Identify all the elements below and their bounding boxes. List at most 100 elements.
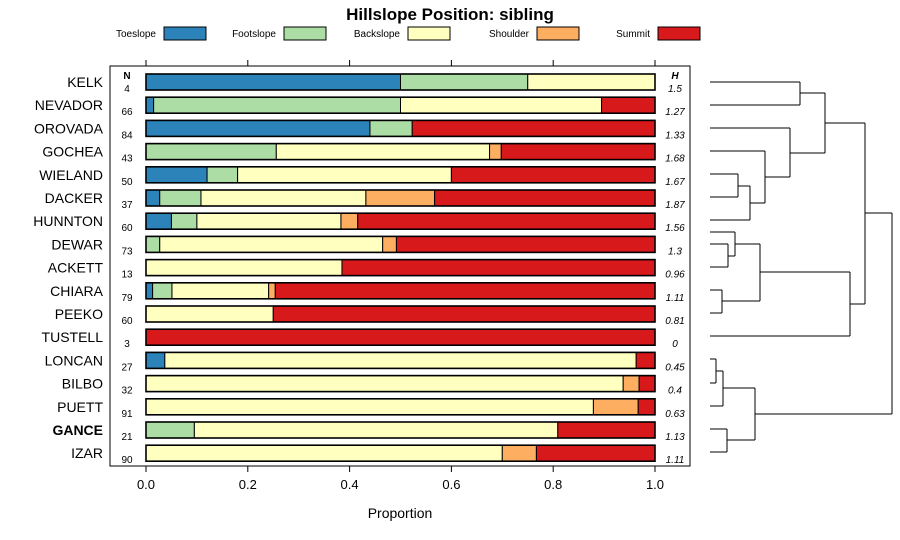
bar-segment-footslope <box>170 212 198 230</box>
x-tick-label: 0.8 <box>544 477 562 492</box>
bar-segment-summit <box>601 96 656 114</box>
bar-segment-summit <box>450 166 656 184</box>
chart-title: Hillslope Position: sibling <box>346 5 554 24</box>
row-h-value: 1.67 <box>665 177 685 188</box>
row-h-value: 1.33 <box>665 130 685 141</box>
row-n-value: 91 <box>121 409 133 420</box>
bar-segment-toeslope <box>145 96 155 114</box>
row-h-value: 1.87 <box>665 200 685 211</box>
bar-segment-toeslope <box>145 166 208 184</box>
bar-segment-shoulder <box>365 189 436 207</box>
dendrogram <box>710 81 893 453</box>
x-axis: 0.0 0.2 0.4 0.6 0.8 1.0 <box>137 60 664 492</box>
bar-segment-summit <box>411 119 656 137</box>
row-label: GANCE <box>52 422 103 438</box>
row-h-value: 0.63 <box>665 409 685 420</box>
row-n-value: 37 <box>121 200 133 211</box>
row-label: WIELAND <box>39 167 103 183</box>
bar-outline <box>145 281 656 300</box>
bar-segment-summit <box>638 375 656 393</box>
row-label: DEWAR <box>51 236 103 252</box>
row-n-value: 3 <box>124 339 130 350</box>
legend-label-shoulder: Shoulder <box>489 29 530 40</box>
bar-segment-footslope <box>152 282 173 300</box>
bar-segment-footslope <box>369 119 413 137</box>
bar-segment-toeslope <box>145 282 154 300</box>
bar-segment-footslope <box>145 235 161 253</box>
row-label: OROVADA <box>34 120 104 136</box>
bar-outline <box>145 73 656 91</box>
bar-segment-toeslope <box>145 351 166 369</box>
bar-segment-summit <box>341 259 656 277</box>
bar-segment-shoulder <box>501 444 537 462</box>
legend-label-summit: Summit <box>616 29 650 40</box>
x-tick-label: 0.6 <box>442 477 460 492</box>
bar-segment-footslope <box>400 73 529 91</box>
bar-segment-backslope <box>145 444 503 462</box>
bar-segment-backslope <box>400 96 603 114</box>
row-h-value: 1.68 <box>665 154 685 165</box>
row-label: BILBO <box>62 376 103 392</box>
x-tick-label: 0.0 <box>137 477 155 492</box>
legend-swatch-toeslope <box>163 26 207 41</box>
row-n-value: 84 <box>121 130 133 141</box>
bar-segment-toeslope <box>145 212 172 230</box>
legend-swatch-backslope <box>407 26 451 41</box>
row-h-value: 1.11 <box>666 455 685 466</box>
row-label: TUSTELL <box>42 329 104 345</box>
bar-segment-footslope <box>145 143 277 161</box>
bar-segment-summit <box>557 421 656 439</box>
row-n-value: 50 <box>121 177 133 188</box>
bar-segment-summit <box>145 328 656 346</box>
bar-outline <box>145 235 656 254</box>
bar-outline <box>145 166 656 184</box>
bar-segment-backslope <box>159 235 384 253</box>
bar-segment-shoulder <box>382 235 397 253</box>
row-n-value: 13 <box>121 270 133 281</box>
bar-segment-shoulder <box>622 375 640 393</box>
bar-outline <box>145 258 656 277</box>
bar-segment-backslope <box>275 143 491 161</box>
bar-segment-footslope <box>153 96 401 114</box>
row-label: CHIARA <box>50 283 104 299</box>
row-h-value: 1.13 <box>665 432 685 443</box>
bar-segment-footslope <box>206 166 239 184</box>
bar-segment-summit <box>357 212 656 230</box>
bar-segment-footslope <box>159 189 202 207</box>
row-n-value: 66 <box>121 107 133 118</box>
bar-segment-backslope <box>145 375 624 393</box>
row-h-value: 0 <box>672 339 678 350</box>
x-tick-label: 1.0 <box>646 477 664 492</box>
x-tick-label: 0.4 <box>341 477 359 492</box>
row-label: GOCHEA <box>42 144 103 160</box>
bar-segment-backslope <box>200 189 367 207</box>
bar-segment-backslope <box>164 351 637 369</box>
bar-segment-summit <box>637 398 656 416</box>
bar-outline <box>145 96 656 114</box>
row-label: PEEKO <box>55 306 103 322</box>
bar-outline <box>145 374 656 393</box>
n-column-header: N <box>123 71 130 82</box>
bar-outline <box>145 142 656 161</box>
bar-outline <box>145 397 656 416</box>
bar-outline <box>145 328 656 347</box>
row-label: NEVADOR <box>35 97 103 113</box>
row-h-value: 1.5 <box>668 84 682 95</box>
row-n-value: 27 <box>121 362 133 373</box>
legend-swatch-footslope <box>283 26 327 41</box>
row-n-value: 79 <box>121 293 133 304</box>
row-h-value: 0.81 <box>665 316 684 327</box>
legend-label-toeslope: Toeslope <box>116 29 156 40</box>
row-h-value: 0.4 <box>668 386 682 397</box>
bar-segment-shoulder <box>489 143 502 161</box>
plot-panel <box>109 65 691 467</box>
bar-segment-summit <box>635 351 656 369</box>
row-h-value: 1.27 <box>665 107 685 118</box>
bar-segment-backslope <box>145 398 594 416</box>
bar-segment-summit <box>434 189 656 207</box>
legend: Toeslope Footslope Backslope Shoulder Summit <box>116 26 701 41</box>
bar-segment-backslope <box>527 73 656 91</box>
bar-segment-backslope <box>145 259 343 277</box>
bar-segment-shoulder <box>592 398 639 416</box>
